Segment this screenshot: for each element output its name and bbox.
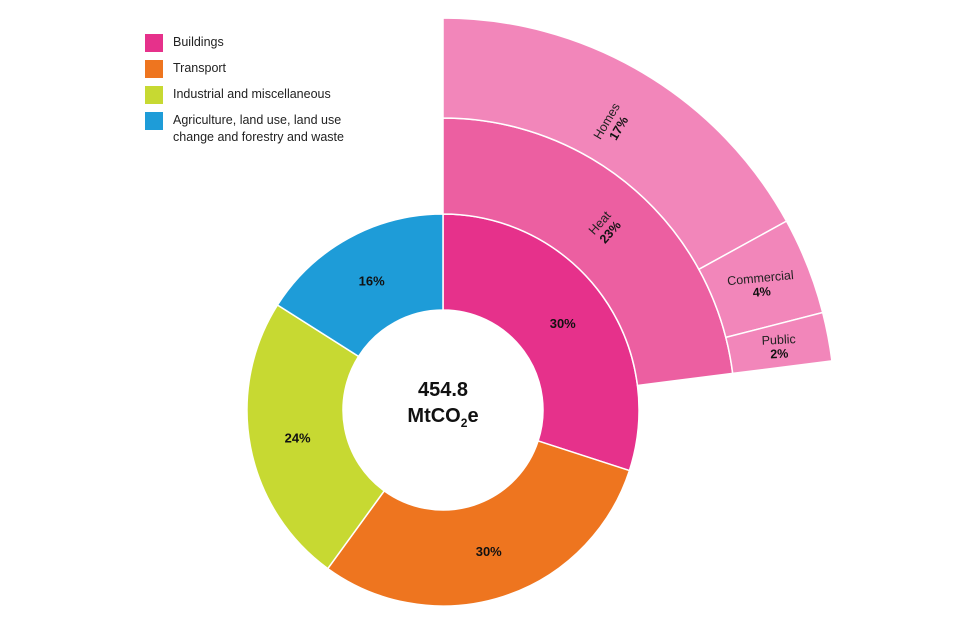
legend-label-industrial: Industrial and miscellaneous [173, 87, 331, 101]
inner-label-transport: 30% [476, 544, 502, 559]
inner-label-buildings: 30% [550, 316, 576, 331]
legend-item-agriculture: Agriculture, land use, land use change a… [145, 112, 373, 146]
inner-segment-transport [326, 439, 631, 607]
outer-name-commercial: Commercial [727, 268, 795, 288]
outer-name-public: Public [761, 332, 796, 348]
legend-label-agriculture: Agriculture, land use, land use change a… [173, 113, 344, 144]
legend-swatch-transport [145, 60, 163, 78]
legend-item-industrial: Industrial and miscellaneous [145, 86, 373, 104]
legend-label-buildings: Buildings [173, 35, 224, 49]
center-total-value: 454.8 [417, 379, 469, 401]
inner-label-agriculture-land-use-land-use-change-and-forestry-and-waste: 16% [359, 273, 385, 288]
legend-swatch-agriculture [145, 112, 163, 130]
legend-swatch-buildings [145, 34, 163, 52]
legend-item-buildings: Buildings [145, 34, 373, 52]
legend-item-transport: Transport [145, 60, 373, 78]
center-total-unit: MtCO2e [407, 405, 479, 430]
outer-label-commercial: 4% [752, 284, 771, 300]
legend: Buildings Transport Industrial and misce… [145, 34, 373, 154]
inner-label-industrial-and-miscellaneous: 24% [285, 431, 311, 446]
outer-label-public: 2% [770, 346, 789, 361]
legend-swatch-industrial [145, 86, 163, 104]
center-total: 454.8 MtCO2e [343, 377, 543, 436]
legend-label-transport: Transport [173, 61, 227, 75]
inner-segment-industrial-and-miscellaneous [246, 303, 386, 570]
outer-segment-public [724, 311, 833, 375]
